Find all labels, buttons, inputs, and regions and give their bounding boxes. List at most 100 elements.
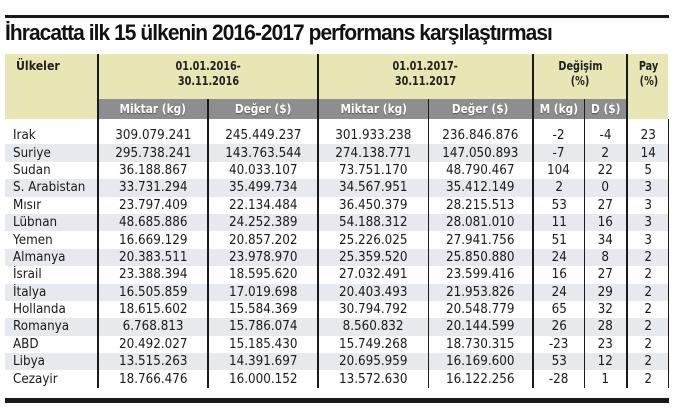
table-row: Lübnan 48.685.886 24.252.389 54.188.312 28.0… <box>5 213 669 232</box>
quantity-2016-cell: 23.388.394 <box>97 266 208 284</box>
change-quantity-cell: 53 <box>532 353 585 371</box>
change-value-cell: -4 <box>583 127 628 145</box>
change-value-cell: 28 <box>583 318 628 336</box>
quantity-2017-cell: 34.567.951 <box>317 179 429 197</box>
country: İsrail <box>13 267 42 283</box>
share-cell: 2 <box>626 353 669 371</box>
quantity-2017-cell: 25.359.520 <box>317 248 429 267</box>
quantity-2016-cell: 13.515.263 <box>97 353 208 371</box>
change-quantity-cell: 24 <box>532 248 585 267</box>
share-cell: 14 <box>626 144 669 162</box>
value-2017-cell: 25.850.880 <box>427 248 534 267</box>
quantity-2016-cell: 18.766.476 <box>97 370 208 388</box>
value-2016-cell: 245.449.237 <box>206 127 319 145</box>
quantity-2016-cell: 295.738.241 <box>97 144 208 162</box>
header-share: Pay (%) <box>626 54 669 119</box>
table-row: Suriye 295.738.241 143.763.544 274.138.771 1… <box>5 144 669 162</box>
quantity-2017-cell: 20.695.959 <box>317 353 429 371</box>
country: İtalya <box>5 283 98 301</box>
share-cell: 3 <box>626 196 669 214</box>
table-row: Romanya 6.768.813 15.786.074 8.560.832 20.14… <box>5 318 669 336</box>
value-2016-cell: 24.252.389 <box>206 213 319 232</box>
table-row: Irak 309.079.241 245.449.237 301.933.238 236… <box>5 127 669 145</box>
quantity-2016-cell: 309.079.241 <box>97 127 208 145</box>
subheader-value-2017: Değer ($) <box>427 99 534 119</box>
subheader-change-quantity: M (kg) <box>532 99 585 119</box>
quantity-2017-cell: 30.794.792 <box>317 300 429 319</box>
quantity-2017-cell: 301.933.238 <box>317 127 429 145</box>
bottom-rule <box>5 398 669 403</box>
share-cell: 2 <box>626 248 669 267</box>
country: Libya <box>5 353 98 371</box>
change-value-cell: 34 <box>583 231 628 249</box>
export-comparison-table: Ülkeler 01.01.2016- 30.11.2016 01.01.2017… <box>5 54 669 388</box>
share-cell: 23 <box>626 127 669 145</box>
header-row: Ülkeler 01.01.2016- 30.11.2016 01.01.2017… <box>5 54 669 119</box>
country: ABD <box>13 336 39 352</box>
change-quantity-cell: 2 <box>532 179 585 197</box>
value-2017-cell: 28.215.513 <box>427 196 534 214</box>
value-2016-cell: 40.033.107 <box>206 161 319 180</box>
value-2017-cell: 16.169.600 <box>427 353 534 371</box>
quantity-2016-cell: 16.669.129 <box>97 231 208 249</box>
change-value-cell: 2 <box>583 144 628 162</box>
subheader-change-value: D ($) <box>583 99 628 119</box>
value-2017-cell: 147.050.893 <box>427 144 534 162</box>
quantity-2016-cell: 36.188.867 <box>97 161 208 180</box>
table-row: Cezayir 18.766.476 16.000.152 13.572.630 16.… <box>5 370 669 388</box>
change-quantity-cell: 11 <box>532 213 585 232</box>
change-value-cell: 29 <box>583 283 628 301</box>
table-row: ABD 20.492.027 15.185.430 15.749.268 18.730.… <box>5 335 669 354</box>
value-2017-cell: 21.953.826 <box>427 283 534 301</box>
value-2017-cell: 23.599.416 <box>427 266 534 284</box>
quantity-2017-cell: 20.403.493 <box>317 283 429 301</box>
value-2016-cell: 17.019.698 <box>206 283 319 301</box>
share-cell: 3 <box>626 213 669 232</box>
value-2016-cell: 18.595.620 <box>206 266 319 284</box>
value-2016-cell: 15.185.430 <box>206 335 319 354</box>
header-period-2017: 01.01.2017- 30.11.2017 <box>317 54 534 99</box>
share-cell: 3 <box>626 179 669 197</box>
change-quantity-cell: 16 <box>532 266 585 284</box>
change-value-cell: 27 <box>583 196 628 214</box>
quantity-2016-cell: 20.492.027 <box>97 335 208 354</box>
change-value-cell: 23 <box>583 335 628 354</box>
value-2016-cell: 23.978.970 <box>206 248 319 267</box>
header-countries: Ülkeler <box>5 54 98 119</box>
page-title: İhracatta ilk 15 ülkenin 2016-2017 perfo… <box>5 20 553 45</box>
country: Mısır <box>13 197 42 213</box>
country: Sudan <box>13 162 51 178</box>
country: Cezayir <box>13 371 58 387</box>
change-quantity-cell: 53 <box>532 196 585 214</box>
value-2016-cell: 14.391.697 <box>206 353 319 371</box>
country: Irak <box>13 128 36 144</box>
change-quantity-cell: -7 <box>532 144 585 162</box>
value-2016-cell: 143.763.544 <box>206 144 319 162</box>
change-quantity-cell: -28 <box>532 370 585 388</box>
quantity-2016-cell: 33.731.294 <box>97 179 208 197</box>
value-2017-cell: 48.790.467 <box>427 161 534 180</box>
quantity-2017-cell: 274.138.771 <box>317 144 429 162</box>
table-row: İtalya 16.505.859 17.019.698 20.403.493 21.9… <box>5 283 669 301</box>
value-2017-cell: 28.081.010 <box>427 213 534 232</box>
change-quantity-cell: 24 <box>532 283 585 301</box>
share-cell: 2 <box>626 335 669 354</box>
share-cell: 2 <box>626 318 669 336</box>
header-change: Değişim (%) <box>532 54 628 99</box>
subheader-quantity-2016: Miktar (kg) <box>97 99 208 119</box>
share-cell: 2 <box>626 300 669 319</box>
top-rule <box>5 15 669 18</box>
country: Almanya <box>5 248 98 267</box>
country: Yemen <box>13 232 53 248</box>
subheader-value-2016: Değer ($) <box>206 99 319 119</box>
table-row: Libya 13.515.263 14.391.697 20.695.959 16.16… <box>5 353 669 371</box>
change-quantity-cell: 104 <box>532 161 585 180</box>
change-value-cell: 1 <box>583 370 628 388</box>
table-row: Almanya 20.383.511 23.978.970 25.359.520 25.… <box>5 248 669 267</box>
value-2016-cell: 15.584.369 <box>206 300 319 319</box>
change-value-cell: 27 <box>583 266 628 284</box>
country: Lübnan <box>5 213 98 232</box>
quantity-2017-cell: 73.751.170 <box>317 161 429 180</box>
share-cell: 2 <box>626 283 669 301</box>
quantity-2017-cell: 54.188.312 <box>317 213 429 232</box>
